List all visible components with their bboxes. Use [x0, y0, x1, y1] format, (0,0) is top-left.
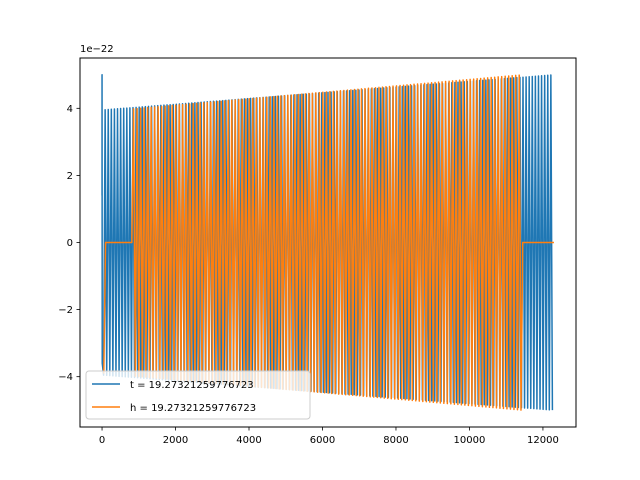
y-tick-label: 0: [67, 238, 73, 249]
y-tick-label: 2: [67, 171, 73, 182]
x-tick-label: 2000: [163, 435, 188, 446]
x-tick-label: 4000: [236, 435, 261, 446]
y-tick-label: −2: [58, 305, 73, 316]
y-axis-offset-label: 1e−22: [80, 44, 114, 55]
y-tick-label: 4: [67, 104, 73, 115]
legend-label-t: t = 19.27321259776723: [130, 380, 254, 391]
legend-label-h: h = 19.27321259776723: [130, 403, 256, 414]
x-tick-label: 10000: [454, 435, 486, 446]
y-tick-label: −4: [58, 372, 73, 383]
series-layer: [101, 74, 554, 411]
legend-box: [85, 370, 311, 420]
x-tick-label: 12000: [527, 435, 559, 446]
x-tick-label: 8000: [383, 435, 408, 446]
y-axis: −4 −2 0 2 4: [58, 104, 80, 383]
legend: t = 19.27321259776723 h = 19.27321259776…: [85, 370, 311, 420]
x-tick-label: 6000: [310, 435, 335, 446]
x-axis: 0 2000 4000 6000 8000 10000 12000: [99, 427, 559, 446]
x-tick-label: 0: [99, 435, 105, 446]
